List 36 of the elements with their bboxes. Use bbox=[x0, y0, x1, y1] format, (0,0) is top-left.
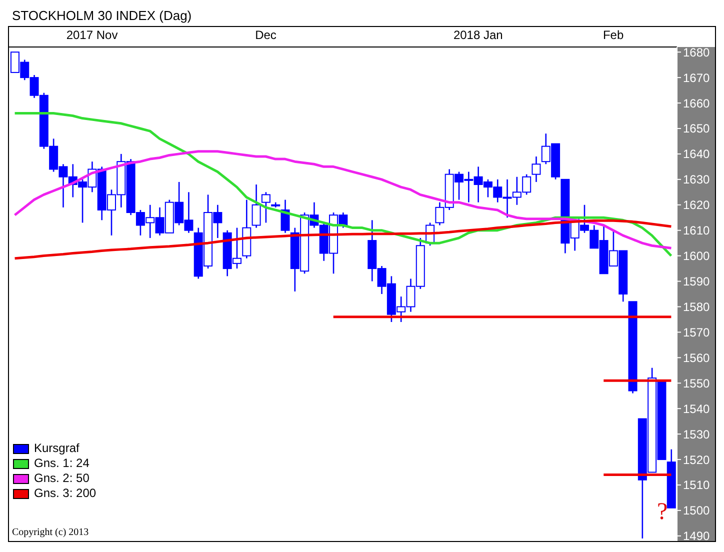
y-tick-label: 1590 bbox=[683, 274, 710, 289]
y-tick-label: 1670 bbox=[683, 70, 710, 85]
candlestick bbox=[532, 156, 541, 183]
x-tick-label: Dec bbox=[255, 28, 276, 42]
y-tick-label: 1490 bbox=[683, 529, 710, 544]
y-tick-label: 1550 bbox=[683, 376, 710, 390]
y-tick-label: 1560 bbox=[683, 350, 710, 365]
chart-title: STOCKHOLM 30 INDEX (Dag) bbox=[11, 8, 193, 25]
line-series bbox=[14, 219, 672, 260]
y-tick-label: 1660 bbox=[683, 96, 710, 110]
x-tick-label: 2017 Nov bbox=[66, 28, 118, 42]
y-tick-label: 1580 bbox=[683, 300, 710, 314]
y-tick-label: 1610 bbox=[683, 224, 710, 238]
x-tick-label: 2018 Jan bbox=[453, 28, 503, 42]
line-series bbox=[14, 150, 672, 250]
y-tick-label: 1650 bbox=[683, 122, 710, 136]
candlestick bbox=[252, 184, 261, 228]
legend-label: Gns. 1: 24 bbox=[34, 456, 90, 471]
y-tick-label: 1630 bbox=[683, 172, 710, 187]
legend-label: Kursgraf bbox=[34, 441, 80, 456]
y-tick-label: 1620 bbox=[683, 198, 710, 212]
y-tick-label: 1600 bbox=[683, 249, 710, 264]
annotation: Copyright (c) 2013 bbox=[12, 527, 89, 538]
y-tick-label: 1510 bbox=[683, 478, 710, 492]
candlestick bbox=[261, 191, 270, 224]
y-tick-label: 1640 bbox=[683, 147, 710, 162]
y-tick-label: 1530 bbox=[683, 427, 710, 442]
y-tick-label: 1570 bbox=[683, 325, 710, 340]
annotation: ? bbox=[657, 499, 668, 526]
y-tick-label: 1520 bbox=[683, 452, 710, 467]
y-tick-label: 1500 bbox=[683, 504, 710, 518]
legend-label: Gns. 3: 200 bbox=[34, 486, 96, 501]
y-tick-label: 1680 bbox=[683, 45, 710, 60]
y-tick-label: 1540 bbox=[683, 402, 710, 416]
x-tick-label: Feb bbox=[602, 28, 624, 42]
legend-label: Gns. 2: 50 bbox=[34, 471, 90, 486]
